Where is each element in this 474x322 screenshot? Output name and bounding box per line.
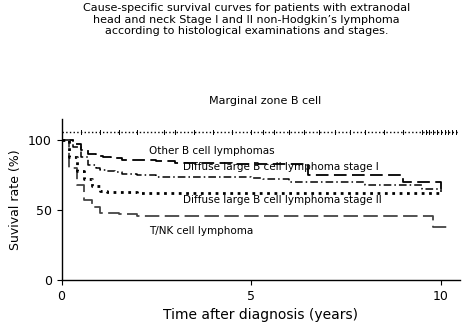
Text: Diffuse large B cell lymphoma stage I: Diffuse large B cell lymphoma stage I bbox=[183, 162, 379, 172]
Text: Marginal zone B cell: Marginal zone B cell bbox=[210, 96, 321, 106]
Text: T/NK cell lymphoma: T/NK cell lymphoma bbox=[149, 226, 253, 236]
Text: Diffuse large B cell lymphoma stage II: Diffuse large B cell lymphoma stage II bbox=[183, 195, 382, 205]
X-axis label: Time after diagnosis (years): Time after diagnosis (years) bbox=[163, 308, 358, 322]
Y-axis label: Suvival rate (%): Suvival rate (%) bbox=[9, 149, 22, 250]
Text: Other B cell lymphomas: Other B cell lymphomas bbox=[149, 146, 274, 156]
Text: Cause-specific survival curves for patients with extranodal
head and neck Stage : Cause-specific survival curves for patie… bbox=[83, 3, 410, 36]
